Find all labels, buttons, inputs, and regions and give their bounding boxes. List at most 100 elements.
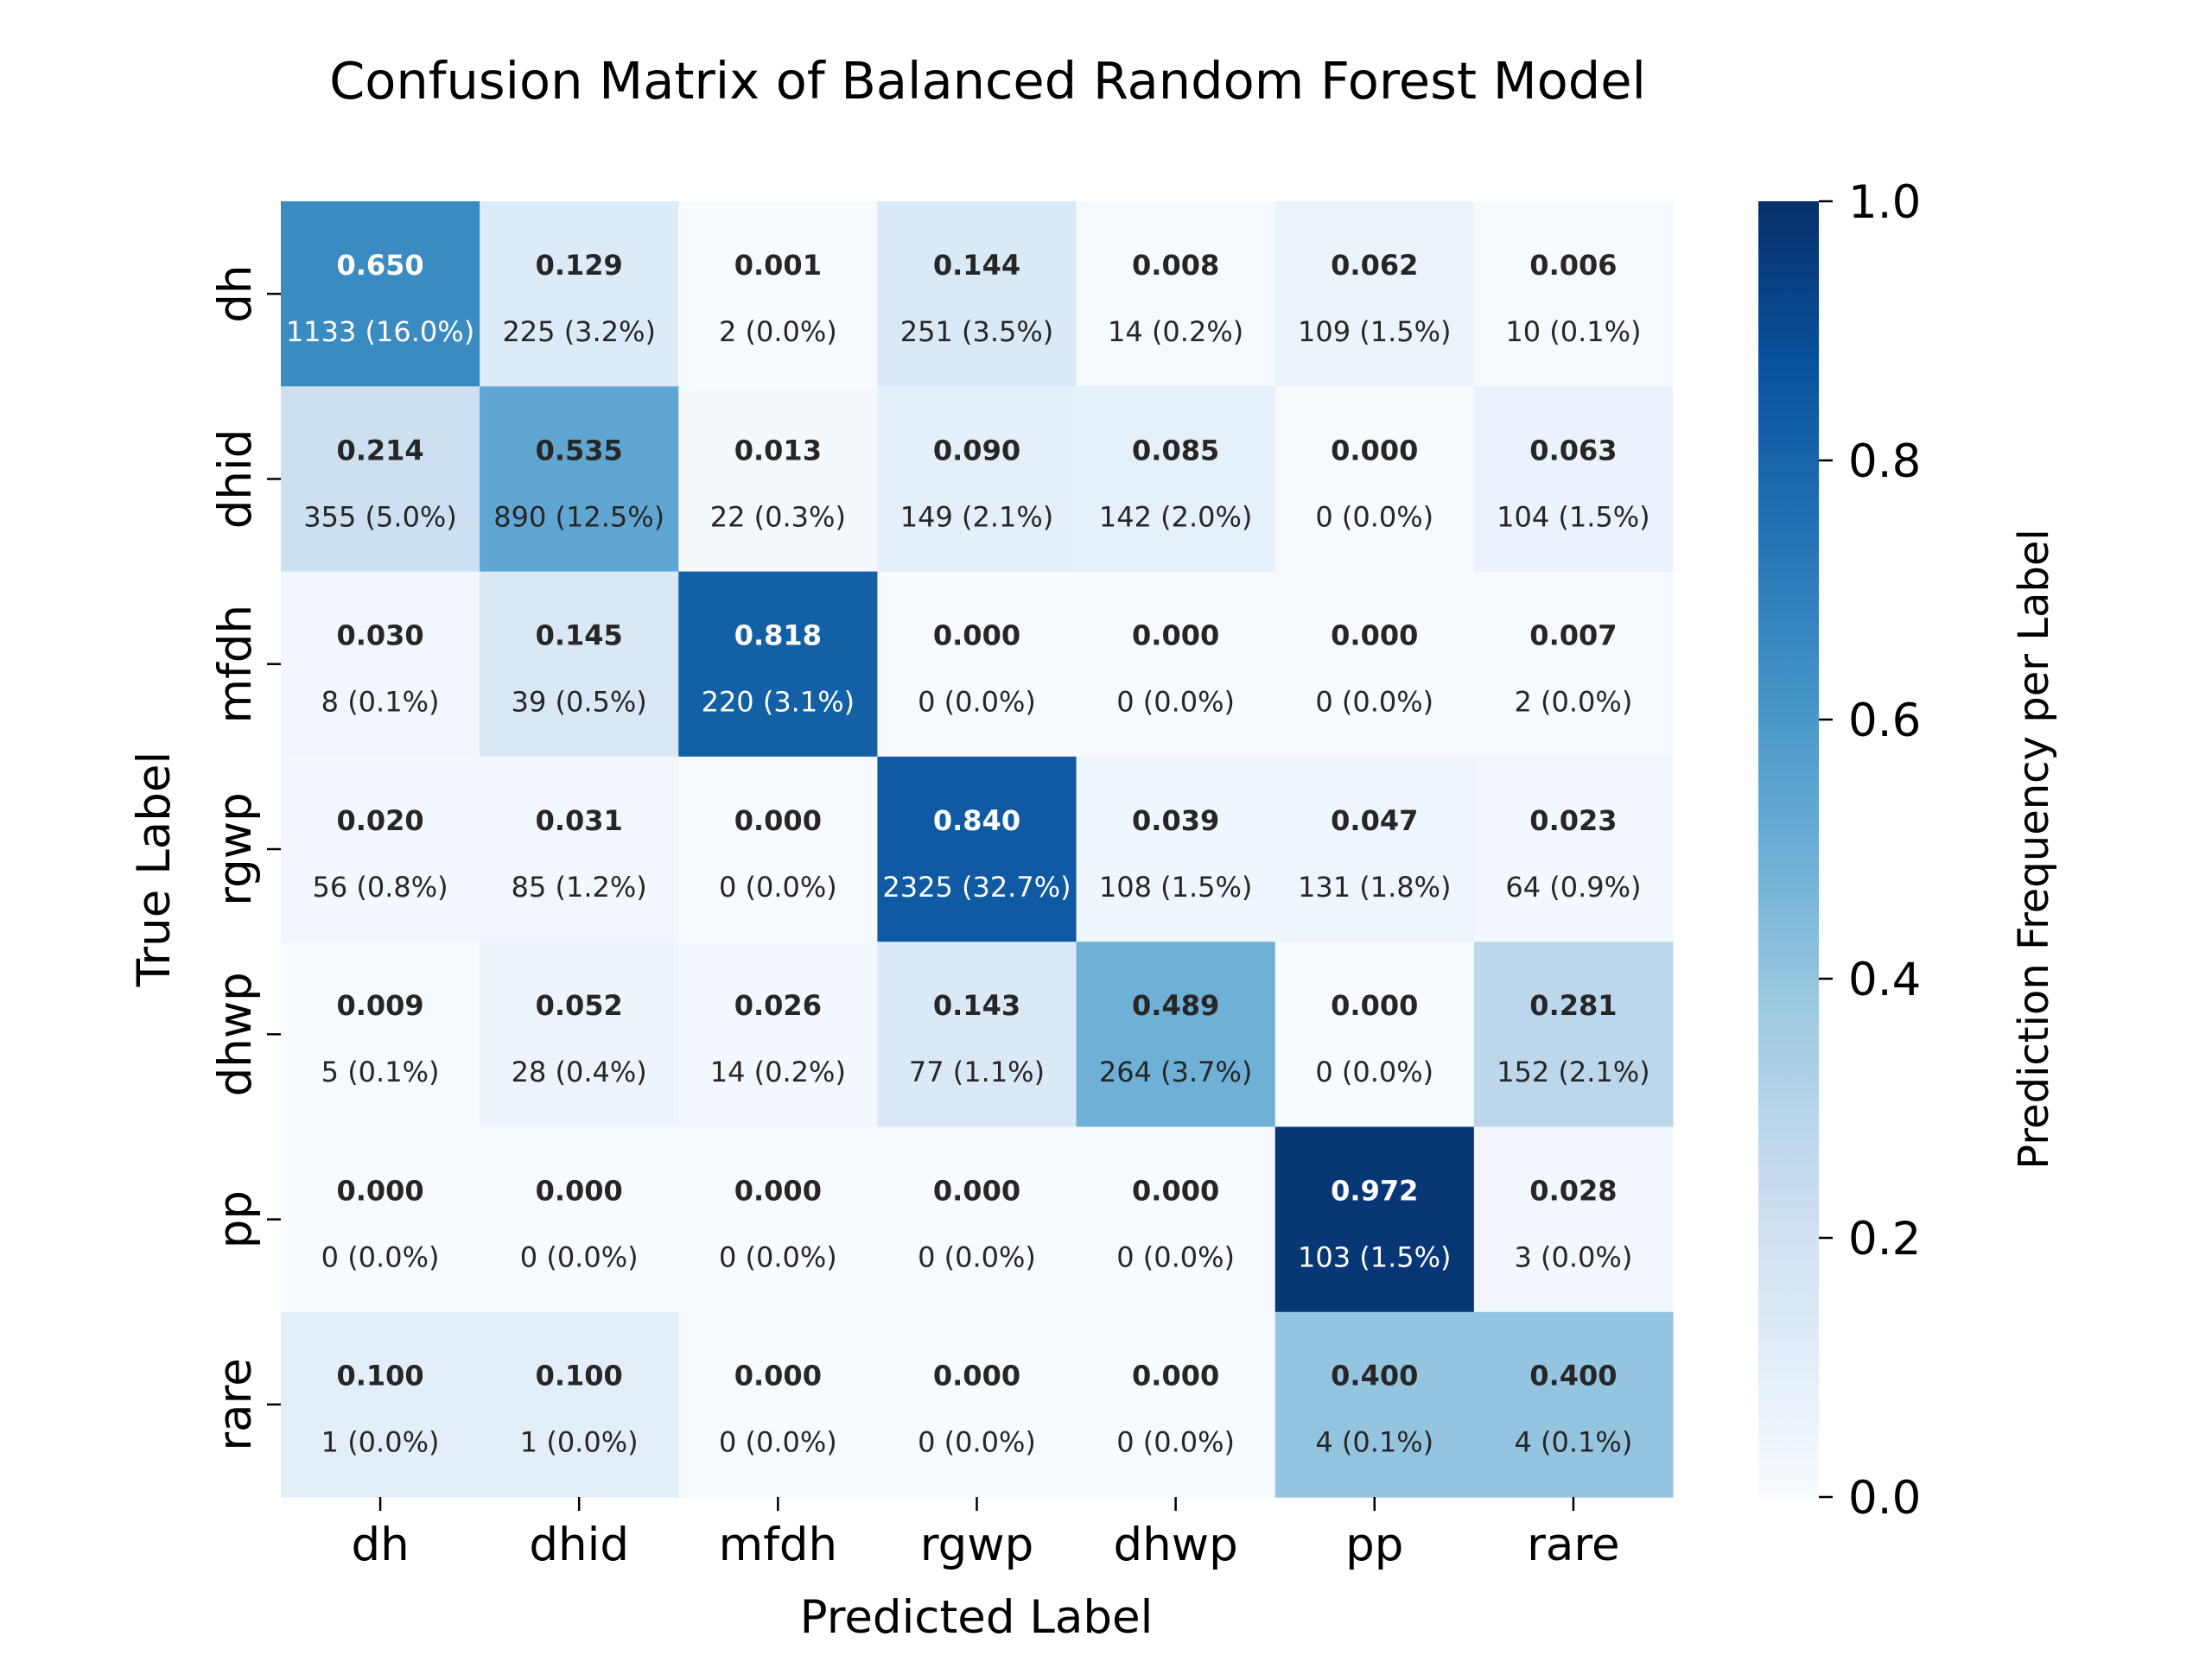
cell-value-label: 0.008 (1132, 249, 1219, 282)
colorbar-tick-label: 0.6 (1848, 695, 1921, 747)
x-tick-label: dhid (529, 1519, 629, 1571)
cell-count-label: 1133 (16.0%) (286, 315, 474, 348)
cell-value-label: 0.000 (336, 1174, 423, 1207)
x-tick-label: rgwp (920, 1519, 1034, 1571)
cell-count-label: 0 (0.0%) (719, 1240, 837, 1273)
cell-value-label: 0.052 (536, 989, 623, 1022)
cell-value-label: 0.000 (933, 1174, 1020, 1207)
x-tick-label: mfdh (719, 1519, 838, 1571)
cell-count-label: 28 (0.4%) (512, 1056, 647, 1088)
cell-value-label: 0.000 (734, 804, 822, 837)
heatmap-cell (480, 942, 679, 1128)
heatmap-cell (1274, 756, 1475, 942)
colorbar-tick-label: 0.2 (1848, 1213, 1921, 1266)
heatmap-cell (1473, 201, 1674, 387)
heatmap-cell (877, 201, 1077, 387)
cell-value-label: 0.535 (536, 434, 623, 466)
colorbar-ticks: 0.0 0.2 0.4 0.6 0.8 1.0 (1819, 176, 1921, 1525)
colorbar-tick-label: 0.8 (1848, 435, 1921, 488)
cell-value-label: 0.039 (1132, 804, 1219, 837)
heatmap-cells (281, 201, 1674, 1498)
cell-count-label: 5 (0.1%) (321, 1056, 440, 1088)
cell-count-label: 0 (0.0%) (918, 1426, 1036, 1459)
cell-count-label: 104 (1.5%) (1497, 500, 1650, 533)
cell-value-label: 0.009 (336, 989, 423, 1022)
heatmap-cell (1076, 942, 1276, 1128)
cell-count-label: 85 (1.2%) (512, 871, 647, 904)
cell-value-label: 0.145 (536, 619, 623, 652)
heatmap-cell (281, 1311, 480, 1498)
heatmap-cell (281, 386, 480, 573)
cell-value-label: 0.030 (336, 619, 423, 652)
cell-count-label: 4 (0.1%) (1515, 1426, 1633, 1459)
cell-value-label: 0.013 (734, 434, 822, 466)
heatmap-cell (877, 756, 1077, 942)
x-tick-label: rare (1527, 1519, 1620, 1571)
cell-value-label: 0.000 (734, 1360, 822, 1392)
heatmap-cell (281, 1126, 480, 1313)
y-tick-label: mfdh (209, 605, 262, 724)
cell-count-label: 225 (3.2%) (502, 315, 656, 348)
cell-value-label: 0.047 (1331, 804, 1418, 837)
cell-count-label: 0 (0.0%) (321, 1240, 440, 1273)
cell-count-label: 0 (0.0%) (918, 686, 1036, 719)
cell-count-label: 0 (0.0%) (1116, 686, 1235, 719)
y-tick-label: dhid (209, 429, 262, 530)
cell-count-label: 1 (0.0%) (520, 1426, 639, 1459)
cell-count-label: 14 (0.2%) (1108, 315, 1243, 348)
cell-value-label: 0.023 (1529, 804, 1617, 837)
cell-count-label: 39 (0.5%) (512, 686, 647, 719)
cell-value-label: 0.000 (933, 619, 1020, 652)
chart-title: Confusion Matrix of Balanced Random Fore… (329, 51, 1646, 111)
cell-count-label: 0 (0.0%) (1315, 686, 1433, 719)
y-tick-label: dhwp (209, 972, 262, 1096)
cell-count-label: 77 (1.1%) (909, 1056, 1045, 1088)
heatmap-cell (1473, 386, 1674, 573)
cell-value-label: 0.281 (1529, 989, 1617, 1022)
cell-value-label: 0.000 (1331, 434, 1418, 466)
cell-count-label: 251 (3.5%) (900, 315, 1054, 348)
y-tick-label: dh (209, 265, 262, 323)
cell-value-label: 0.000 (933, 1360, 1020, 1392)
heatmap-cell (281, 571, 480, 758)
cell-value-label: 0.001 (734, 249, 822, 282)
y-axis-label: True Label (128, 752, 181, 987)
cell-count-label: 0 (0.0%) (719, 871, 837, 904)
cell-count-label: 0 (0.0%) (520, 1240, 639, 1273)
heatmap-cell (281, 942, 480, 1128)
cell-value-label: 0.007 (1529, 619, 1617, 652)
colorbar-tick-label: 0.0 (1848, 1472, 1921, 1525)
heatmap-cell (480, 386, 679, 573)
cell-value-label: 0.000 (1132, 1174, 1219, 1207)
cell-count-label: 2 (0.0%) (719, 315, 837, 348)
cell-count-label: 4 (0.1%) (1315, 1426, 1433, 1459)
colorbar-gradient (1758, 201, 1819, 1497)
cell-value-label: 0.650 (336, 249, 423, 282)
cell-count-label: 2 (0.0%) (1515, 686, 1633, 719)
cell-value-label: 0.000 (536, 1174, 623, 1207)
cell-value-label: 0.100 (536, 1360, 623, 1392)
cell-count-label: 355 (5.0%) (303, 500, 457, 533)
heatmap-cell (678, 1126, 879, 1313)
cell-value-label: 0.000 (1331, 619, 1418, 652)
heatmap-cell (1274, 1126, 1475, 1313)
cell-count-label: 264 (3.7%) (1099, 1056, 1253, 1088)
heatmap-cell (1274, 942, 1475, 1128)
heatmap-cell (281, 756, 480, 942)
cell-count-label: 0 (0.0%) (1315, 1056, 1433, 1088)
heatmap-cell (1076, 201, 1276, 387)
cell-count-label: 14 (0.2%) (710, 1056, 846, 1088)
cell-count-label: 22 (0.3%) (710, 500, 846, 533)
heatmap-cell (1274, 571, 1475, 758)
heatmap-axes: dh dhid mfdh rgwp dhwp pp rare dh dhid mfdh rgwp dh… (209, 265, 1620, 1572)
heatmap-cell (1473, 1126, 1674, 1313)
heatmap-cell (1076, 756, 1276, 942)
cell-value-label: 0.090 (933, 434, 1020, 466)
cell-value-label: 0.000 (1331, 989, 1418, 1022)
heatmap-cell (1473, 942, 1674, 1128)
cell-count-label: 56 (0.8%) (312, 871, 448, 904)
cell-value-label: 0.026 (734, 989, 822, 1022)
heatmap-cell (1076, 1311, 1276, 1498)
